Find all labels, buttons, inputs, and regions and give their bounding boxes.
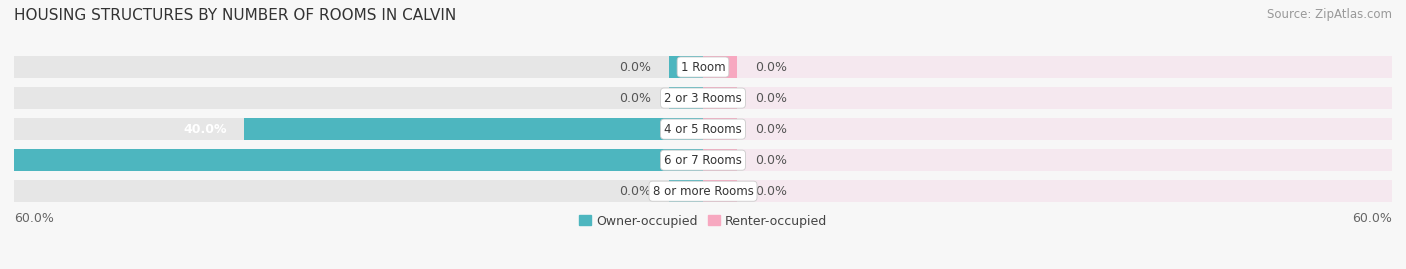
Text: Source: ZipAtlas.com: Source: ZipAtlas.com xyxy=(1267,8,1392,21)
Bar xyxy=(14,87,703,109)
Bar xyxy=(243,118,703,140)
Text: 0.0%: 0.0% xyxy=(619,185,651,198)
Text: 6 or 7 Rooms: 6 or 7 Rooms xyxy=(664,154,742,167)
Bar xyxy=(14,180,703,202)
Text: 2 or 3 Rooms: 2 or 3 Rooms xyxy=(664,91,742,105)
Text: 0.0%: 0.0% xyxy=(755,91,787,105)
Bar xyxy=(669,56,703,78)
Bar xyxy=(669,87,703,109)
Text: 0.0%: 0.0% xyxy=(755,61,787,73)
Text: 0.0%: 0.0% xyxy=(755,123,787,136)
Bar xyxy=(14,56,703,78)
Text: 4 or 5 Rooms: 4 or 5 Rooms xyxy=(664,123,742,136)
Text: 1 Room: 1 Room xyxy=(681,61,725,73)
Text: 60.0%: 60.0% xyxy=(14,212,53,225)
Bar xyxy=(703,56,1392,78)
Bar xyxy=(703,56,738,78)
Bar xyxy=(669,180,703,202)
Bar xyxy=(703,180,738,202)
Bar xyxy=(14,149,703,171)
Text: HOUSING STRUCTURES BY NUMBER OF ROOMS IN CALVIN: HOUSING STRUCTURES BY NUMBER OF ROOMS IN… xyxy=(14,8,457,23)
Text: 0.0%: 0.0% xyxy=(619,91,651,105)
Bar xyxy=(703,118,1392,140)
Text: 0.0%: 0.0% xyxy=(755,185,787,198)
Bar xyxy=(14,149,703,171)
Text: 60.0%: 60.0% xyxy=(1353,212,1392,225)
Bar xyxy=(703,149,1392,171)
Text: 0.0%: 0.0% xyxy=(619,61,651,73)
Bar xyxy=(703,149,738,171)
Bar xyxy=(703,118,738,140)
Legend: Owner-occupied, Renter-occupied: Owner-occupied, Renter-occupied xyxy=(574,210,832,233)
Bar xyxy=(14,118,703,140)
Text: 8 or more Rooms: 8 or more Rooms xyxy=(652,185,754,198)
Bar xyxy=(703,180,1392,202)
Text: 40.0%: 40.0% xyxy=(183,123,226,136)
Bar xyxy=(703,87,738,109)
Bar xyxy=(703,87,1392,109)
Text: 0.0%: 0.0% xyxy=(755,154,787,167)
